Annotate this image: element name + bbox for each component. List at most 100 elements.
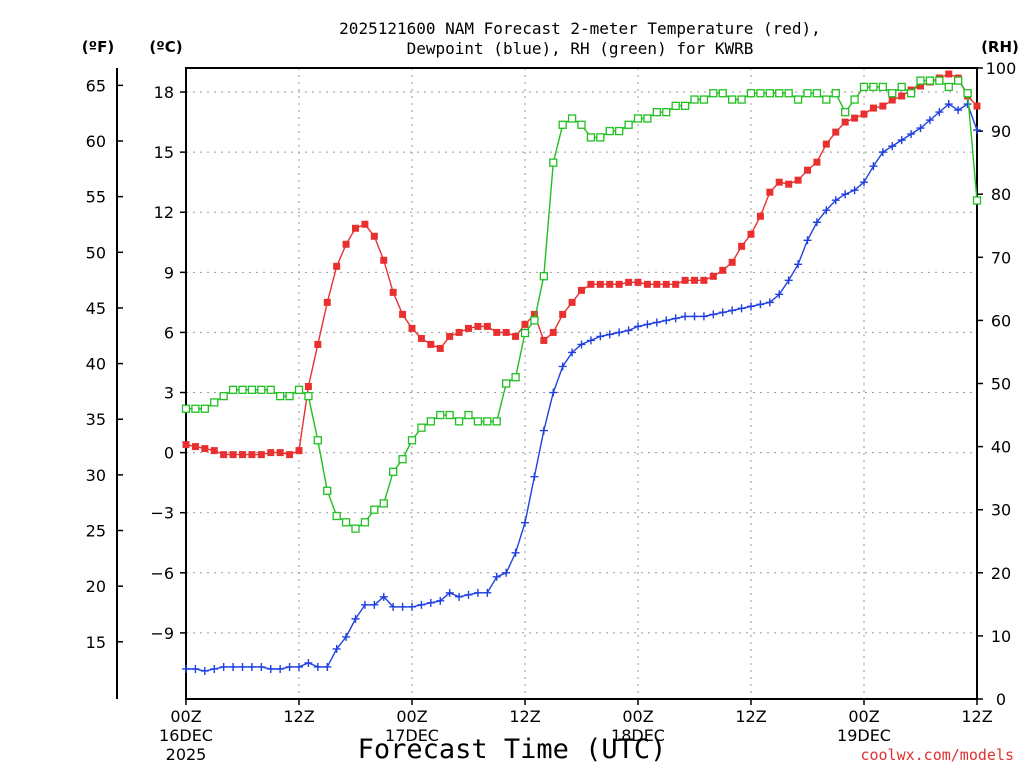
dewpoint-point [464, 590, 473, 599]
rh-point [332, 511, 341, 521]
dewpoint-point [445, 588, 454, 597]
dewpoint-point [398, 602, 407, 611]
dewpoint-point [822, 206, 831, 215]
rh-point [935, 76, 944, 85]
temperature-point [596, 280, 604, 288]
temperature-point [342, 240, 350, 248]
rh-tick-label: 30 [991, 501, 1011, 520]
temperature-point [945, 70, 953, 78]
temperature-point [841, 118, 849, 126]
rh-point [436, 410, 445, 420]
rh-point [822, 95, 831, 104]
temperature-point [700, 276, 708, 284]
dewpoint-point [916, 124, 925, 133]
celsius-tick-label: 15 [154, 143, 174, 162]
rh-point [765, 89, 774, 98]
dewpoint-point [436, 596, 445, 605]
rh-point [746, 89, 756, 98]
rh-point [963, 89, 972, 98]
dewpoint-point [229, 662, 238, 671]
dewpoint-point [973, 126, 981, 135]
rh-point [473, 417, 483, 426]
x-tick-label: 2025 [166, 745, 207, 764]
dewpoint-point [285, 662, 294, 671]
fahrenheit-tick-label: 30 [86, 466, 106, 485]
rh-point [709, 89, 718, 98]
temperature-point [832, 128, 840, 136]
dewpoint-point [332, 644, 341, 653]
dewpoint-point [577, 340, 586, 349]
temperature-point [615, 280, 623, 288]
rh-point [615, 126, 624, 136]
gridlines [186, 68, 977, 699]
series-rh [181, 76, 982, 533]
dewpoint-point [944, 100, 953, 109]
temperature-point [408, 324, 416, 332]
rh-point [737, 95, 746, 104]
temperature-point [474, 322, 482, 330]
rh-point [398, 455, 407, 464]
x-tick-label: 17DEC [385, 726, 439, 745]
rh-point [831, 89, 840, 98]
dewpoint-point [897, 136, 906, 145]
dewpoint-point [596, 332, 605, 341]
rh-point [680, 101, 690, 111]
rh-point [520, 328, 530, 338]
temperature-point [653, 280, 661, 288]
temperature-point [276, 449, 284, 457]
dewpoint-point [200, 666, 209, 675]
dewpoint-point [643, 320, 652, 329]
dewpoint-point [907, 130, 916, 139]
temperature-point [540, 336, 548, 344]
temperature-point [860, 110, 868, 118]
rh-point [954, 76, 963, 85]
fahrenheit-tick-label: 15 [86, 633, 106, 652]
dewpoint-point [605, 330, 614, 339]
rh-point [210, 398, 219, 407]
rh-tick-label: 80 [991, 185, 1011, 204]
rh-point [888, 89, 897, 98]
temperature-point [672, 280, 680, 288]
temperature-point [587, 280, 595, 288]
dewpoint-point [191, 664, 200, 673]
celsius-tick-label: 9 [164, 263, 174, 282]
rh-tick-label: 40 [991, 438, 1011, 457]
dewpoint-point [219, 662, 228, 671]
celsius-tick-label: 3 [164, 384, 174, 403]
rh-point [228, 385, 238, 394]
rh-point [341, 518, 351, 527]
rh-point [869, 82, 878, 92]
temperature-point [869, 104, 877, 112]
temperature-point [606, 280, 614, 288]
celsius-tick-label: 6 [164, 323, 174, 342]
temperature-point [512, 332, 520, 340]
dewpoint-point [389, 602, 398, 611]
fahrenheit-tick-label: 45 [86, 299, 106, 318]
title-line-1: 2025121600 NAM Forecast 2-meter Temperat… [339, 19, 821, 38]
dewpoint-point [586, 336, 595, 345]
fahrenheit-tick-label: 25 [86, 522, 106, 541]
temperature-point [483, 322, 491, 330]
temperature-point [182, 441, 190, 449]
temperature-point [719, 266, 727, 274]
temperature-point [201, 445, 209, 453]
rh-point [285, 391, 294, 401]
temperature-point [446, 332, 454, 340]
temperature-point [879, 102, 887, 110]
rh-point [925, 76, 935, 85]
rh-point [586, 133, 596, 142]
temperature-point [417, 334, 425, 342]
celsius-unit-label: (ºC) [149, 38, 182, 56]
rh-point [624, 120, 633, 129]
temperature-point [399, 310, 407, 318]
rh-point [718, 89, 727, 98]
dewpoint-point [238, 662, 247, 671]
dewpoint-point [502, 568, 511, 577]
rh-point [445, 410, 454, 420]
dewpoint-point [615, 328, 624, 337]
dewpoint-point [812, 218, 821, 227]
rh-tick-label: 70 [991, 248, 1011, 267]
temperature-point [239, 451, 246, 459]
dewpoint-point [257, 662, 266, 671]
rh-point [897, 82, 906, 92]
